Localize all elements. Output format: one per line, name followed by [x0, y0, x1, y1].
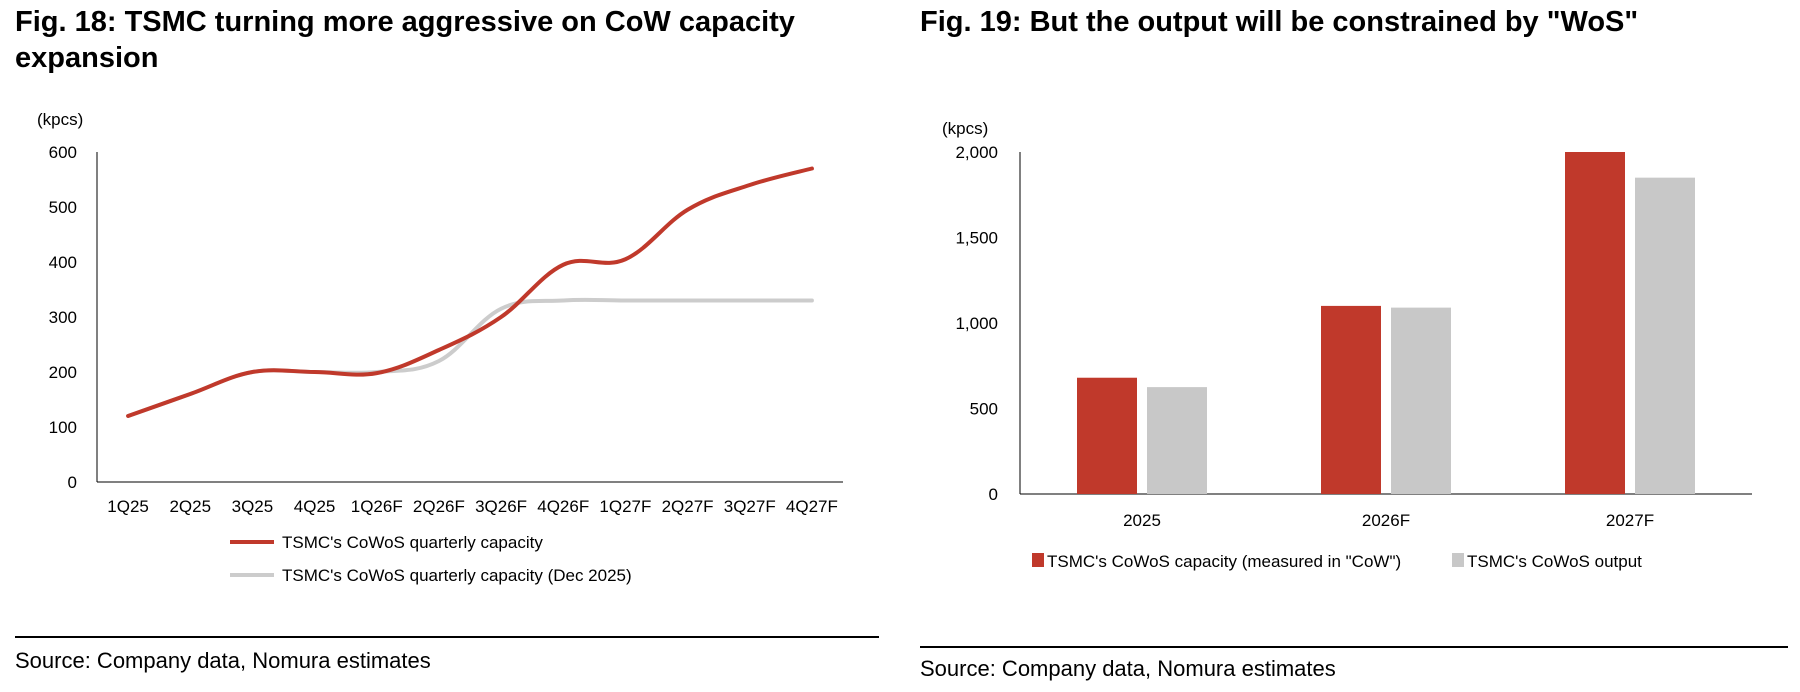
x-tick-label: 3Q26F: [475, 497, 527, 516]
figure-19-source-rule: [920, 646, 1788, 648]
x-tick-label: 2026F: [1362, 511, 1410, 530]
bar-capacity: [1077, 377, 1137, 494]
y-tick-label: 0: [989, 485, 998, 504]
figure-19-title: Fig. 19: But the output will be constrai…: [920, 6, 1639, 38]
y-tick-label: 0: [68, 473, 77, 492]
legend-label: TSMC's CoWoS quarterly capacity (Dec 202…: [282, 566, 632, 585]
series-line-current-capacity: [126, 166, 814, 418]
y-tick-label: 2,000: [955, 143, 998, 162]
y-tick-label: 400: [49, 253, 77, 272]
y-tick-label: 1,500: [955, 229, 998, 248]
legend-label: TSMC's CoWoS quarterly capacity: [282, 533, 543, 552]
y-axis-unit-label: (kpcs): [37, 110, 83, 129]
x-tick-label: 1Q27F: [599, 497, 651, 516]
x-tick-label: 4Q27F: [786, 497, 838, 516]
figure-19-source: Source: Company data, Nomura estimates: [920, 656, 1336, 681]
x-tick-label: 4Q26F: [537, 497, 589, 516]
y-tick-label: 500: [970, 400, 998, 419]
bar-output: [1635, 177, 1695, 494]
x-tick-label: 2Q27F: [662, 497, 714, 516]
figure-18-source: Source: Company data, Nomura estimates: [15, 648, 431, 673]
figure-18-line-chart: (kpcs) 0 100 200 300 400 500 600 1Q25 2Q25 3Q25 4Q2…: [37, 110, 843, 585]
x-tick-label: 2Q26F: [413, 497, 465, 516]
figure-18-source-rule: [15, 636, 879, 638]
figure-19-panel: Fig. 19: But the output will be constrai…: [920, 0, 1800, 692]
bar-capacity: [1321, 305, 1381, 494]
bar-capacity: [1565, 152, 1625, 494]
x-tick-label: 2Q25: [169, 497, 211, 516]
figure-18-panel: Fig. 18: TSMC turning more aggressive on…: [0, 0, 890, 692]
y-tick-label: 100: [49, 418, 77, 437]
x-tick-label: 2025: [1123, 511, 1161, 530]
y-tick-label: 1,000: [955, 314, 998, 333]
x-tick-label: 2027F: [1606, 511, 1654, 530]
y-tick-label: 600: [49, 143, 77, 162]
bar-output: [1391, 307, 1451, 494]
figure-18-title: Fig. 18: TSMC turning more aggressive on…: [15, 6, 795, 74]
x-tick-label: 4Q25: [294, 497, 336, 516]
y-tick-label: 200: [49, 363, 77, 382]
bar-output: [1147, 387, 1207, 494]
x-tick-label: 3Q27F: [724, 497, 776, 516]
y-tick-label: 500: [49, 198, 77, 217]
legend-label: TSMC's CoWoS capacity (measured in "CoW"…: [1047, 552, 1401, 571]
legend-swatch: [1452, 553, 1464, 567]
y-tick-label: 300: [49, 308, 77, 327]
series-line-dec-2025-capacity: [126, 297, 814, 418]
legend-label: TSMC's CoWoS output: [1467, 552, 1642, 571]
x-tick-label: 1Q26F: [351, 497, 403, 516]
x-tick-label: 1Q25: [107, 497, 149, 516]
legend-swatch: [1032, 553, 1044, 567]
x-tick-label: 3Q25: [232, 497, 274, 516]
y-axis-unit-label: (kpcs): [942, 119, 988, 138]
figure-19-bar-chart: (kpcs) 0 500 1,000 1,500 2,000 2025 2026F 2027F T…: [942, 119, 1752, 571]
